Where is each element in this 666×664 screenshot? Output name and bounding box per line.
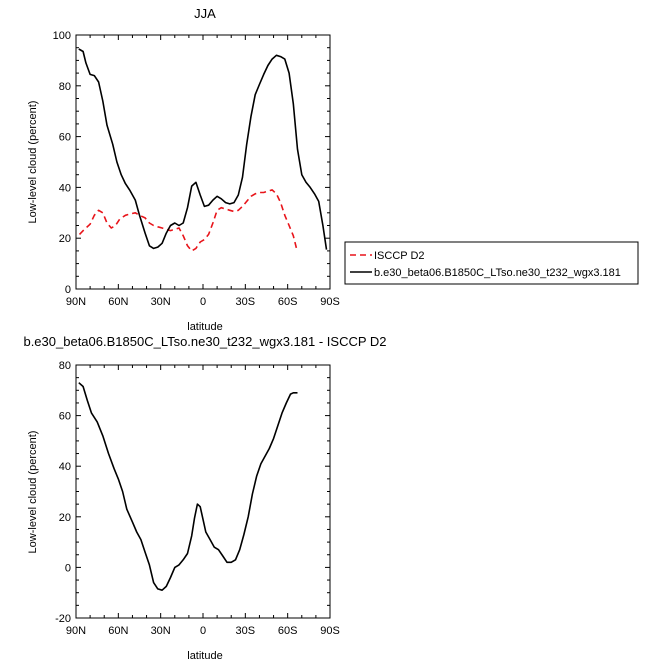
legend-label-model: b.e30_beta06.B1850C_LTso.ne30_t232_wgx3.… xyxy=(374,267,621,279)
top-y-tick-label: 20 xyxy=(59,233,71,245)
top-x-axis-label: latitude xyxy=(187,321,222,333)
top-plot-frame xyxy=(75,34,331,290)
legend: ISCCP D2 b.e30_beta06.B1850C_LTso.ne30_t… xyxy=(344,241,639,285)
top-x-tick-label: 90N xyxy=(66,296,86,308)
top-x-tick-label: 60N xyxy=(108,296,128,308)
top-x-tick-label: 0 xyxy=(200,296,206,308)
top-x-tick-label: 90S xyxy=(320,296,340,308)
top-series-line-isccp-d2 xyxy=(78,189,298,252)
bottom-panel: b.e30_beta06.B1850C_LTso.ne30_t232_wgx3.… xyxy=(23,334,386,662)
top-plot-area: 90N 60N 30N 0 30S 60S 90S 0 20 40 60 80 100 xyxy=(53,30,340,308)
legend-box xyxy=(344,241,639,285)
bottom-x-tick-label: 60S xyxy=(278,625,298,637)
bottom-y-tick-label: 20 xyxy=(59,512,71,524)
top-y-tick-label: 0 xyxy=(65,284,71,296)
top-panel: JJA 90N 60N 30N 0 30S 60S 90S 0 20 40 60 80 100 lati… xyxy=(27,6,639,333)
bottom-y-tick-label: 0 xyxy=(65,562,71,574)
legend-label-isccp-d2: ISCCP D2 xyxy=(374,250,425,262)
top-y-tick-label: 100 xyxy=(53,30,71,42)
bottom-x-axis-label: latitude xyxy=(187,650,222,662)
top-y-tick-label: 40 xyxy=(59,182,71,194)
bottom-y-axis-label: Low-level cloud (percent) xyxy=(27,431,39,554)
top-y-axis-label: Low-level cloud (percent) xyxy=(27,101,39,224)
top-x-tick-label: 60S xyxy=(278,296,298,308)
top-x-tick-label: 30S xyxy=(236,296,256,308)
top-panel-title: JJA xyxy=(194,6,216,21)
bottom-y-tick-label: 80 xyxy=(59,360,71,372)
bottom-plot-area: 90N 60N 30N 0 30S 60S 90S -20 0 20 40 60 80 xyxy=(55,360,340,637)
bottom-y-tick-label: -20 xyxy=(55,613,71,625)
bottom-x-tick-label: 0 xyxy=(200,625,206,637)
bottom-x-tick-label: 30S xyxy=(236,625,256,637)
bottom-x-tick-label: 30N xyxy=(151,625,171,637)
bottom-plot-frame xyxy=(75,364,331,619)
bottom-x-tick-label: 90S xyxy=(320,625,340,637)
top-series-line-model xyxy=(78,48,328,250)
bottom-y-tick-label: 40 xyxy=(59,461,71,473)
bottom-x-tick-label: 60N xyxy=(108,625,128,637)
bottom-y-tick-label: 60 xyxy=(59,411,71,423)
bottom-series-line-model xyxy=(78,382,298,592)
top-y-tick-label: 60 xyxy=(59,132,71,144)
top-y-tick-label: 80 xyxy=(59,81,71,93)
top-x-tick-label: 30N xyxy=(151,296,171,308)
bottom-x-tick-label: 90N xyxy=(66,625,86,637)
bottom-panel-title: b.e30_beta06.B1850C_LTso.ne30_t232_wgx3.… xyxy=(23,334,386,349)
